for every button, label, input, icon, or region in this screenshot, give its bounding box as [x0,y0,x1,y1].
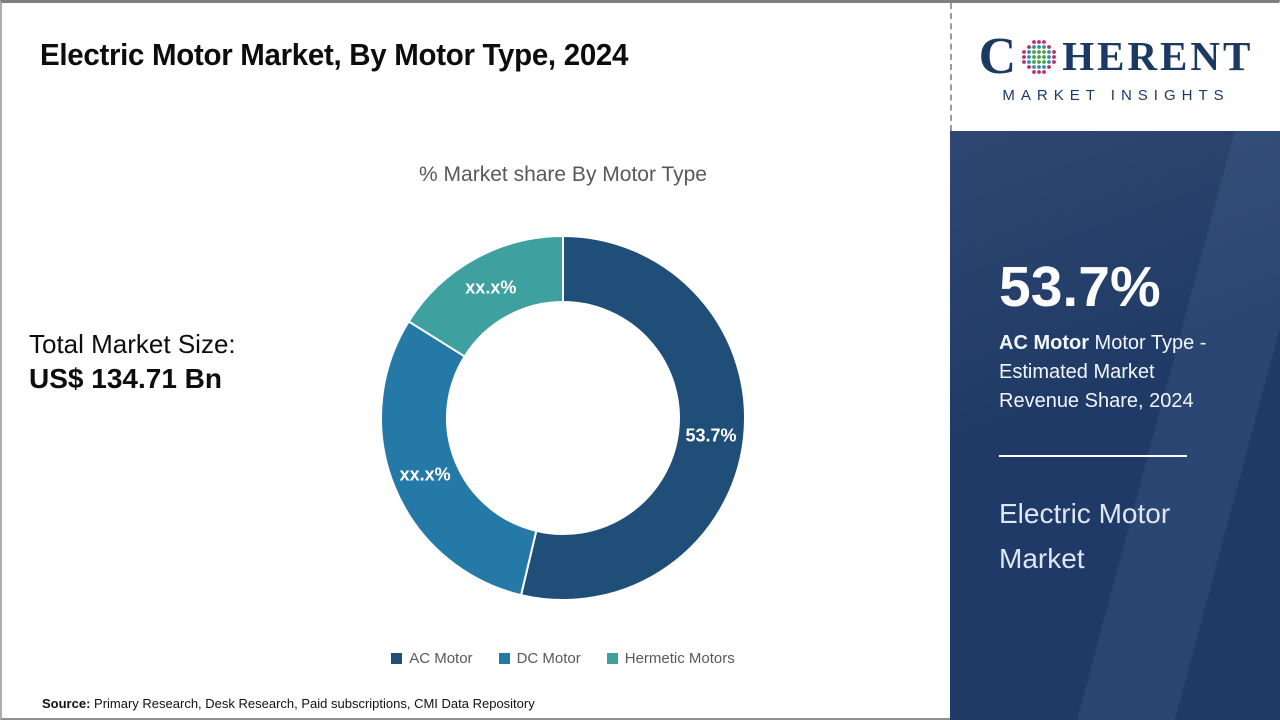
sidebar-divider [999,455,1187,457]
globe-dot [1037,54,1042,59]
legend-marker-dc-motor [498,653,510,664]
legend-item-ac-motor: AC Motor [391,650,473,667]
globe-dot [1022,54,1027,59]
globe-dot [1037,59,1042,64]
globe-dot [1052,54,1057,59]
globe-dot [1037,69,1042,74]
globe-dot [1047,44,1052,49]
stat-segment-name: AC Motor [999,332,1089,354]
logo-letter-c: C [978,27,1017,85]
globe-dot [1032,54,1037,59]
legend-label: DC Motor [516,650,581,667]
source-label: Source: [42,696,91,711]
pie-slice-dc-motor [380,320,538,597]
legend-label: Hermetic Motors [624,650,735,667]
globe-dot [1032,69,1037,74]
globe-dot [1022,59,1027,64]
chart-legend: AC Motor DC Motor Hermetic Motors [333,650,793,667]
legend-item-hermetic-motors: Hermetic Motors [606,650,735,667]
globe-dot [1032,44,1037,49]
market-name: Electric Motor Market [999,498,1171,574]
globe-dot [1042,69,1047,74]
stat-segment-rest: Motor Type - Estimated Market Revenue Sh… [999,332,1207,412]
globe-dot [1027,44,1032,49]
total-market-size: Total Market Size: US$ 134.71 Bn [29,327,236,397]
total-market-size-label: Total Market Size: [29,329,236,359]
globe-dot [1037,44,1042,49]
globe-dot [1047,59,1052,64]
logo-letters-rest: HERENT [1062,33,1254,79]
slice-data-label: xx.x% [400,465,451,485]
highlight-stat-description: AC Motor Motor Type - Estimated Market R… [999,329,1227,416]
globe-dot [1032,49,1037,54]
pie-slice-hermetic-motors [407,235,564,358]
globe-dot [1027,54,1032,59]
legend-label: AC Motor [409,650,473,667]
slice-data-label: xx.x% [465,278,516,298]
page-title: Electric Motor Market, By Motor Type, 20… [40,37,629,72]
logo-subtitle: MARKET INSIGHTS [1002,86,1230,104]
globe-dot [1042,54,1047,59]
source-attribution: Source: Primary Research, Desk Research,… [42,696,535,711]
globe-dot [1052,59,1057,64]
globe-dot [1032,64,1037,69]
donut-chart: 53.7% xx.x% xx.x% [363,218,763,618]
company-logo: C HERENT MARKET INSIGHTS [950,3,1280,131]
globe-dot [1037,39,1042,44]
globe-dot [1027,64,1032,69]
globe-dot [1022,49,1027,54]
pie-slice-ac-motor [520,235,746,601]
globe-dot [1032,59,1037,64]
highlight-stat-value: 53.7% [999,255,1161,319]
globe-dot [1042,39,1047,44]
globe-dot [1037,64,1042,69]
logo-wordmark: C HERENT [978,27,1254,85]
legend-item-dc-motor: DC Motor [498,650,581,667]
globe-dot [1047,49,1052,54]
source-text: Primary Research, Desk Research, Paid su… [90,696,535,711]
globe-dot [1032,39,1037,44]
globe-dot [1027,59,1032,64]
globe-dot [1047,54,1052,59]
legend-marker-hermetic-motors [606,653,618,664]
globe-dot [1027,49,1032,54]
globe-dot [1042,49,1047,54]
globe-dot [1047,64,1052,69]
globe-dot [1042,64,1047,69]
globe-dot [1052,49,1057,54]
total-market-size-value: US$ 134.71 Bn [29,363,222,394]
chart-title: % Market share By Motor Type [419,163,707,186]
legend-marker-ac-motor [391,653,403,664]
globe-dot [1037,49,1042,54]
globe-icon [1022,39,1057,74]
sidebar-panel: 53.7% AC Motor Motor Type - Estimated Ma… [950,131,1280,720]
slice-data-label: 53.7% [685,425,736,445]
globe-dot [1042,59,1047,64]
globe-dot [1042,44,1047,49]
